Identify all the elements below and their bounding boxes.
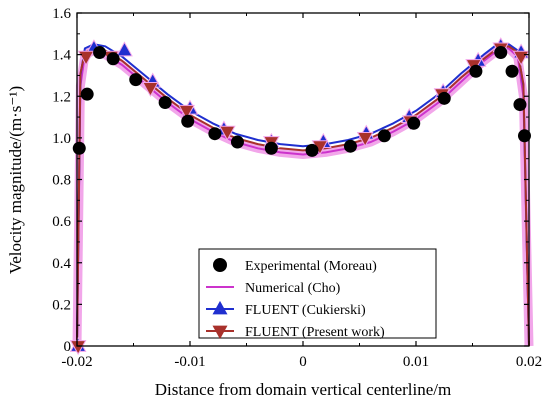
experimental-point (264, 141, 278, 155)
experimental-point (93, 46, 107, 60)
legend-label: Experimental (Moreau) (245, 259, 377, 274)
series-layer (69, 37, 534, 356)
experimental-point (230, 135, 244, 149)
legend-symbol-triangle-up (212, 300, 228, 315)
experimental-point (305, 143, 319, 157)
fluent-present-point (356, 131, 374, 148)
experimental-point (158, 95, 172, 109)
fluent-cukierski-point (116, 41, 133, 57)
y-tick-label: 0 (64, 339, 72, 355)
experimental-point (505, 64, 519, 78)
experimental-point (208, 127, 222, 141)
legend: Experimental (Moreau) Numerical (Cho) FLUE… (198, 248, 437, 340)
experimental-point (469, 64, 483, 78)
x-tick-label: 0.01 (403, 354, 429, 370)
legend-box (198, 248, 437, 339)
x-tick-label: -0.02 (61, 354, 92, 370)
experimental-point (407, 116, 421, 130)
x-tick-label: 0 (299, 354, 307, 370)
tick-layer: 0 0.2 0.4 0.6 0.8 1.0 1.2 1.4 1.6 -0.02 -0.01 0 0.01… (52, 6, 542, 370)
experimental-point (80, 87, 94, 101)
legend-label: Numerical (Cho) (245, 281, 341, 296)
fluent-present-point (69, 340, 87, 356)
y-tick-label: 1.2 (52, 89, 71, 105)
fluent-present-point (77, 50, 95, 66)
y-tick-label: 0.2 (52, 297, 71, 313)
experimental-point (72, 141, 86, 155)
fluent-cukierski-line (76, 43, 530, 347)
experimental-point (517, 129, 531, 143)
legend-label: FLUENT (Present work) (245, 325, 385, 340)
y-tick-label: 0.8 (52, 173, 71, 189)
y-tick-label: 0.6 (52, 214, 71, 230)
fluent-present-point (218, 125, 236, 141)
y-tick-label: 0.4 (52, 256, 71, 272)
y-tick-label: 1.4 (52, 48, 71, 64)
x-tick-label: -0.01 (174, 354, 205, 370)
legend-symbol-triangle-down (212, 325, 228, 340)
experimental-point (494, 46, 508, 60)
experimental-point (106, 52, 120, 66)
experimental-point (129, 73, 143, 87)
experimental-point (181, 114, 195, 128)
experimental-point (437, 91, 451, 105)
legend-label: FLUENT (Cukierski) (245, 303, 366, 318)
y-tick-label: 1.0 (52, 131, 71, 147)
legend-items: Experimental (Moreau) Numerical (Cho) FLUE… (206, 258, 385, 340)
y-axis-title: Velocity magnitude/(m·s⁻¹) (6, 86, 25, 274)
x-tick-label: 0.02 (516, 354, 542, 370)
experimental-point (343, 139, 357, 153)
experimental-point (377, 129, 391, 143)
x-axis-title: Distance from domain vertical centerline… (155, 380, 451, 399)
fluent-present-point (142, 82, 159, 98)
fluent-present-point (178, 104, 195, 120)
legend-symbol-experimental (213, 258, 227, 272)
experimental-point (513, 98, 527, 112)
y-tick-label: 1.6 (52, 6, 71, 22)
